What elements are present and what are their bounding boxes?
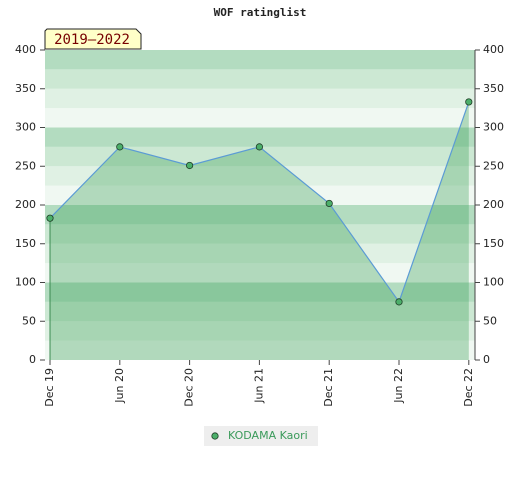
background-stripe [45,69,475,89]
legend-label: KODAMA Kaori [228,429,308,442]
x-tick-label: Dec 21 [322,368,335,407]
y-tick-label: 0 [29,353,36,366]
y-tick-label: 50 [22,314,36,327]
marker [116,143,124,151]
marker [395,298,403,306]
background-stripe [45,146,475,167]
background-stripe [45,108,475,128]
y-tick-label: 250 [15,159,36,172]
background-stripe [45,321,475,341]
legend-marker [211,432,219,440]
y2-tick-label: 350 [483,82,504,95]
y2-tick-label: 50 [483,314,497,327]
y2-tick-label: 400 [483,43,504,56]
background-stripe [45,127,475,147]
marker [465,98,473,106]
y-tick-label: 100 [15,276,36,289]
background-stripe [45,282,475,302]
x-tick-label: Jun 20 [113,368,126,404]
y-tick-label: 300 [15,121,36,134]
y2-tick-label: 150 [483,237,504,250]
x-tick-label: Dec 20 [183,368,196,407]
y2-tick-label: 100 [483,276,504,289]
badge-box [44,28,142,50]
x-tick-label: Dec 19 [43,368,56,407]
badge-text: 2019–2022 [54,32,130,48]
y2-tick-label: 250 [483,159,504,172]
legend-box [204,426,318,446]
legend: KODAMA Kaori [204,426,318,446]
y2-tick-label: 200 [483,198,504,211]
background-stripe [45,185,475,205]
marker [255,143,263,151]
x-tick-label: Jun 21 [252,368,265,404]
chart-title: WOF ratinglist [214,6,307,19]
background-stripe [45,263,475,283]
background-stripe [45,88,475,109]
background-stripe [45,224,475,244]
y2-tick-label: 300 [483,121,504,134]
x-tick-label: Dec 22 [462,368,475,407]
y-tick-label: 350 [15,82,36,95]
y-tick-label: 150 [15,237,36,250]
marker [186,161,194,170]
y2-tick-label: 0 [483,353,490,366]
y-tick-label: 200 [15,198,36,211]
marker [325,199,333,208]
background-stripe [45,340,475,360]
background-stripe [45,166,475,186]
marker [46,214,54,222]
background-stripe [45,301,475,322]
y-tick-label: 400 [15,43,36,56]
background-stripe [45,205,475,225]
x-tick-label: Jun 22 [392,368,405,404]
background-stripe [45,50,475,70]
area [50,101,469,361]
